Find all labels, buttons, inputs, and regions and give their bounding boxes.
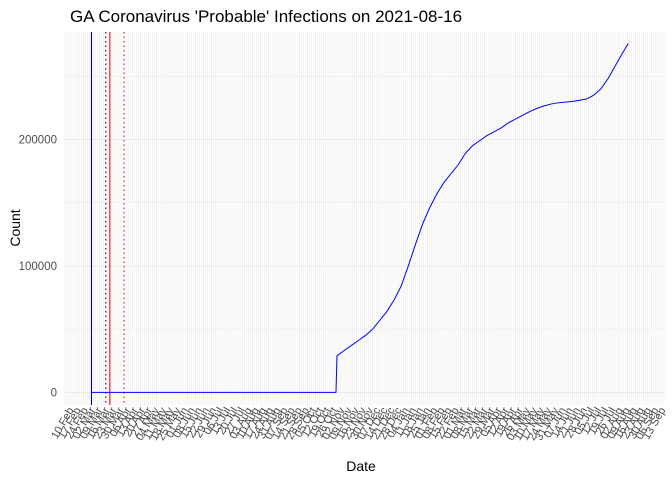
y-tick-label: 200000 [19, 134, 57, 146]
reference-lines [90, 32, 125, 405]
chart-title: GA Coronavirus 'Probable' Infections on … [70, 7, 462, 26]
y-tick-label: 0 [51, 387, 57, 399]
y-axis-title: Count [7, 209, 23, 246]
series-layer [91, 43, 629, 393]
x-axis-title: Date [346, 458, 376, 474]
series-line-1 [91, 43, 629, 393]
y-tick-label: 100000 [19, 261, 57, 273]
y-axis-ticks: 0 100000 200000 [19, 134, 57, 399]
grid [64, 32, 665, 405]
